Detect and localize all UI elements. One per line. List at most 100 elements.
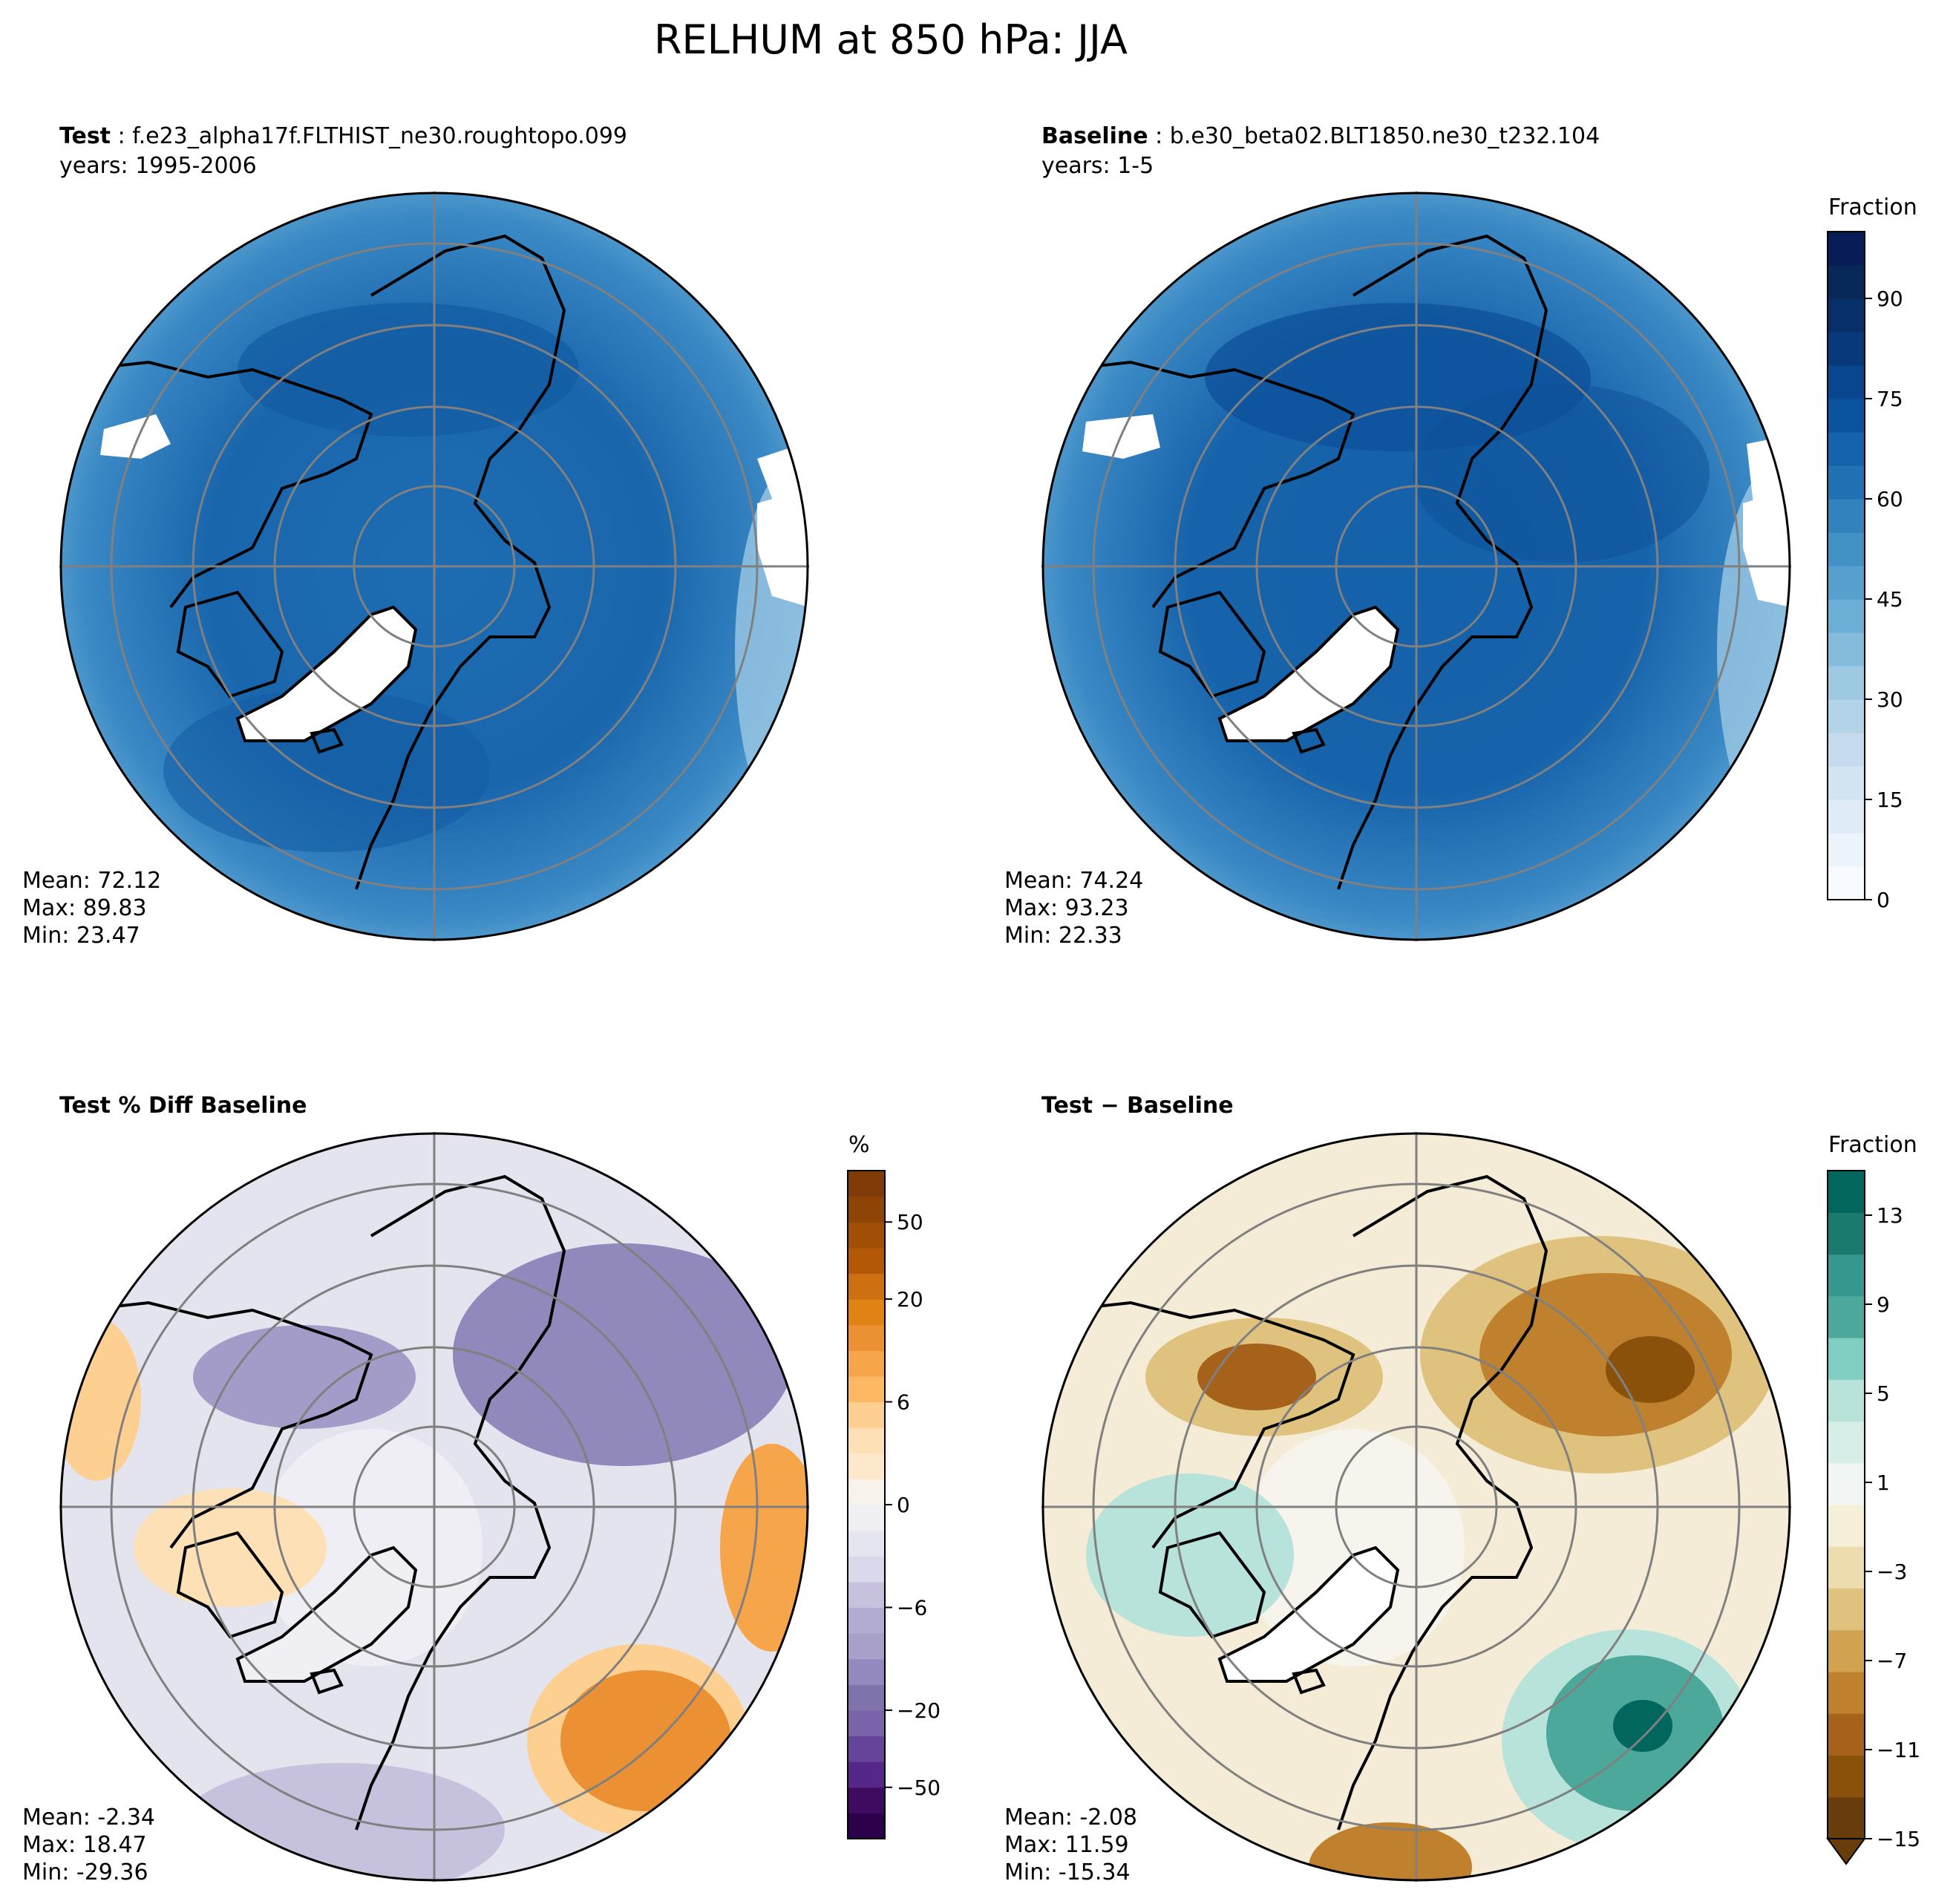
diff-map — [1041, 1132, 1791, 1882]
pctdiff-label: Test % Diff Baseline — [59, 1093, 307, 1119]
diff-panel-title: Test − Baseline — [1041, 1091, 1234, 1121]
baseline-missing-region-3 — [1743, 488, 1790, 607]
baseline-sep: : — [1148, 123, 1170, 149]
test-label: Test — [59, 123, 111, 149]
top-colorbar-swatch — [1828, 432, 1865, 466]
top-colorbar-label: Fraction — [1828, 194, 1917, 220]
pct-colorbar-swatch — [848, 1350, 885, 1377]
pct-colorbar-tick-label: −20 — [897, 1698, 941, 1723]
pct-colorbar-tick-label: 50 — [897, 1210, 923, 1234]
pct-colorbar-swatch — [848, 1607, 885, 1634]
pct-colorbar-swatch — [848, 1479, 885, 1505]
top-colorbar-swatch — [1828, 332, 1865, 366]
test-moist-region — [238, 303, 579, 436]
top-colorbar: 0 15 30 45 60 75 90 — [1827, 231, 1903, 912]
top-colorbar-swatch — [1828, 799, 1865, 834]
diff-dry-south — [1309, 1822, 1472, 1880]
pctdiff-drying-east — [453, 1243, 794, 1466]
top-colorbar-swatch — [1828, 766, 1865, 800]
baseline-map-border — [1041, 192, 1791, 941]
pctdiff-coast-1 — [176, 1531, 284, 1639]
diff-colorbar-swatch — [1828, 1796, 1865, 1839]
pct-colorbar-swatch — [848, 1324, 885, 1351]
pct-colorbar-swatch — [848, 1556, 885, 1583]
test-map-border — [59, 192, 809, 941]
diff-dry-east-core — [1606, 1336, 1695, 1403]
top-colorbar-tick-label: 75 — [1877, 387, 1903, 411]
diff-colorbar-swatch — [1828, 1755, 1865, 1798]
top-colorbar-swatch — [1828, 632, 1865, 667]
diff-dry-east — [1479, 1273, 1732, 1436]
pctdiff-coast-3 — [81, 1301, 373, 1549]
top-colorbar-tick-label: 30 — [1877, 687, 1903, 712]
diff-dry-north — [1197, 1344, 1316, 1410]
baseline-gridlines — [1041, 192, 1791, 941]
baseline-years: years: 1-5 — [1041, 153, 1154, 179]
pct-colorbar-swatch — [848, 1633, 885, 1660]
diff-colorbar-tick-label: −15 — [1877, 1827, 1920, 1851]
top-colorbar-swatch — [1828, 733, 1865, 767]
diff-colorbar-swatch — [1828, 1505, 1865, 1547]
diff-colorbar-label: Fraction — [1828, 1132, 1917, 1158]
pct-colorbar-tick-label: 20 — [897, 1287, 923, 1312]
diff-stats: Mean: -2.08 Max: 11.59 Min: -15.34 — [1004, 1804, 1137, 1886]
top-colorbar-swatch — [1828, 265, 1865, 299]
diff-gridlines — [1041, 1132, 1791, 1882]
diff-colorbar-tick-label: −3 — [1877, 1560, 1907, 1584]
top-colorbar-swatch — [1828, 866, 1865, 900]
pct-colorbar-swatch — [848, 1401, 885, 1428]
pctdiff-panel-title: Test % Diff Baseline — [59, 1091, 307, 1121]
test-stats: Mean: 72.12 Max: 89.83 Min: 23.47 — [22, 867, 161, 949]
pct-colorbar-tick-label: 6 — [897, 1390, 910, 1415]
diff-map-border — [1041, 1132, 1791, 1882]
pct-colorbar-swatch — [848, 1761, 885, 1788]
diff-coast-3 — [1063, 1301, 1355, 1549]
pct-colorbar-swatch — [848, 1735, 885, 1762]
pct-colorbar-swatch — [848, 1530, 885, 1557]
diff-colorbar-swatch — [1828, 1212, 1865, 1255]
baseline-case: b.e30_beta02.BLT1850.ne30_t232.104 — [1169, 123, 1600, 149]
pct-colorbar-swatch — [848, 1684, 885, 1711]
top-colorbar-tick-label: 45 — [1877, 587, 1903, 612]
top-colorbar-swatch — [1828, 399, 1865, 433]
top-colorbar-swatch — [1828, 566, 1865, 600]
test-iceland — [310, 727, 344, 754]
test-panel-title: Test : f.e23_alpha17f.FLTHIST_ne30.rough… — [59, 122, 627, 181]
pctdiff-map — [59, 1132, 809, 1882]
diff-colorbar-tick-label: 5 — [1877, 1381, 1890, 1406]
diff-colorbar-tick-label: −7 — [1877, 1649, 1907, 1673]
test-coast-3 — [81, 360, 373, 609]
figure-title: RELHUM at 850 hPa: JJA — [654, 16, 1128, 63]
baseline-map — [1041, 192, 1791, 941]
pctdiff-coast-2 — [355, 1174, 566, 1831]
baseline-min: Min: 22.33 — [1004, 923, 1122, 949]
test-greenland — [235, 605, 418, 742]
baseline-coast-1 — [1158, 590, 1266, 699]
baseline-label: Baseline — [1041, 123, 1148, 149]
pct-colorbar-swatch — [848, 1453, 885, 1479]
pct-colorbar-label: % — [848, 1132, 870, 1158]
pct-colorbar-swatch — [848, 1273, 885, 1300]
top-colorbar-tick-label: 0 — [1877, 888, 1890, 912]
test-max: Max: 89.83 — [22, 895, 147, 921]
diff-wet-se-core — [1613, 1700, 1672, 1752]
pct-colorbar-swatch — [848, 1581, 885, 1609]
pct-colorbar-tick-label: −50 — [897, 1776, 941, 1800]
test-missing-region — [100, 414, 171, 459]
test-gridlines — [59, 192, 809, 941]
pctdiff-max: Max: 18.47 — [22, 1832, 147, 1858]
diff-coast-1 — [1158, 1531, 1266, 1639]
diff-colorbar-swatch — [1828, 1295, 1865, 1338]
diff-colorbar-swatch — [1828, 1588, 1865, 1631]
top-colorbar-swatch — [1828, 699, 1865, 733]
test-mean: Mean: 72.12 — [22, 868, 162, 894]
pct-colorbar-swatch — [848, 1196, 885, 1223]
diff-colorbar-tick-label: 13 — [1877, 1203, 1903, 1228]
test-map — [59, 192, 809, 941]
top-colorbar-swatch — [1828, 599, 1865, 633]
test-min: Min: 23.47 — [22, 923, 140, 949]
diff-label: Test − Baseline — [1041, 1093, 1234, 1119]
diff-colorbar-tick-label: −11 — [1877, 1738, 1920, 1762]
pct-colorbar-tick-label: −6 — [897, 1595, 927, 1620]
diff-max: Max: 11.59 — [1004, 1832, 1129, 1858]
